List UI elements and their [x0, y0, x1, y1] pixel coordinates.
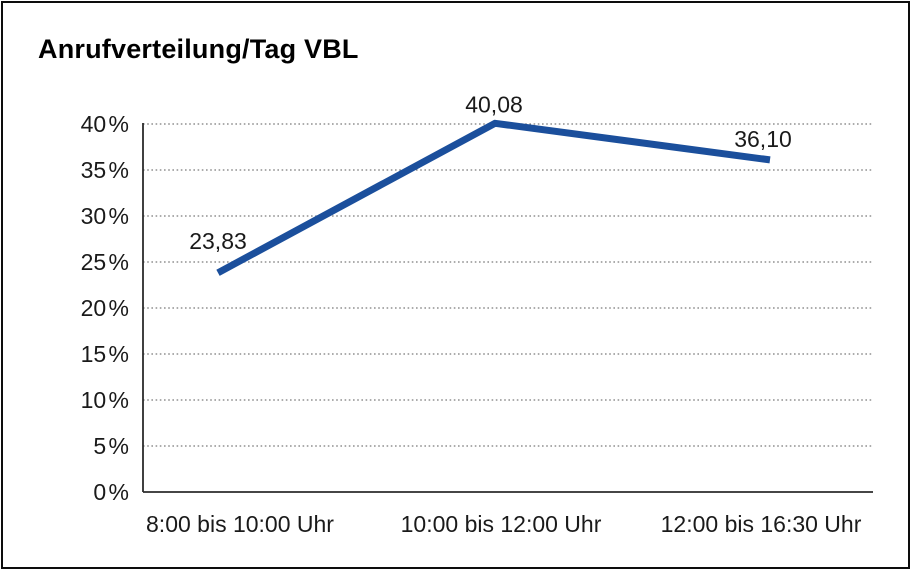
y-tick-label: 35 % — [81, 157, 129, 183]
y-tick-label: 40 % — [81, 111, 129, 137]
x-category-label: 12:00 bis 16:30 Uhr — [661, 511, 862, 537]
y-tick-label: 5 % — [93, 433, 129, 459]
y-tick-label: 10 % — [81, 387, 129, 413]
y-tick-label: 30 % — [81, 203, 129, 229]
y-tick-label: 0 % — [93, 479, 129, 505]
chart-title: Anrufverteilung/Tag VBL — [38, 34, 359, 64]
y-tick-label: 20 % — [81, 295, 129, 321]
chart-border-frame — [1, 1, 910, 569]
y-tick-label: 25 % — [81, 249, 129, 275]
x-category-label: 10:00 bis 12:00 Uhr — [401, 511, 602, 537]
data-label: 36,10 — [734, 126, 792, 152]
y-tick-label: 15 % — [81, 341, 129, 367]
data-label: 40,08 — [465, 91, 523, 117]
x-category-label: 8:00 bis 10:00 Uhr — [146, 511, 334, 537]
data-label: 23,83 — [189, 228, 247, 254]
chart-line — [216, 119, 771, 276]
